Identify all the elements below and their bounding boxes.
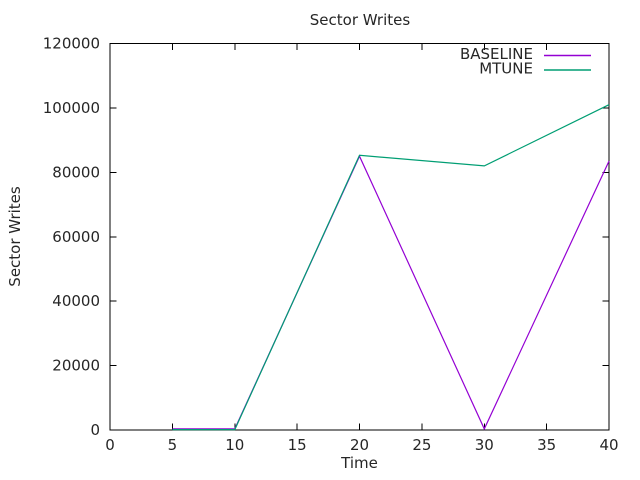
x-axis-label: Time bbox=[340, 454, 378, 472]
series-line-baseline bbox=[172, 154, 610, 431]
y-tick-label: 80000 bbox=[52, 163, 100, 181]
y-axis-label: Sector Writes bbox=[6, 186, 24, 287]
legend-label-mtune: MTUNE bbox=[479, 60, 533, 78]
axis-ticks: 0 5 10 15 20 25 30 35 40 0 20000 40000 60000 80000 100… bbox=[43, 35, 619, 455]
series-lines bbox=[172, 104, 610, 431]
series-line-mtune bbox=[172, 104, 610, 431]
y-tick-label: 120000 bbox=[43, 35, 100, 53]
x-tick-label: 25 bbox=[412, 436, 431, 454]
x-tick-label: 15 bbox=[288, 436, 307, 454]
y-tick-label: 40000 bbox=[52, 292, 100, 310]
x-tick-label: 40 bbox=[599, 436, 618, 454]
chart-title: Sector Writes bbox=[310, 11, 411, 29]
y-tick-label: 100000 bbox=[43, 99, 100, 117]
y-tick-label: 0 bbox=[90, 421, 100, 439]
x-tick-label: 5 bbox=[168, 436, 178, 454]
x-tick-label: 35 bbox=[537, 436, 556, 454]
plot-border bbox=[109, 43, 610, 431]
x-tick-label: 30 bbox=[475, 436, 494, 454]
legend-label-baseline: BASELINE bbox=[460, 45, 533, 63]
y-tick-label: 60000 bbox=[52, 228, 100, 246]
y-tick-label: 20000 bbox=[52, 357, 100, 375]
legend: BASELINE MTUNE bbox=[460, 45, 591, 78]
x-tick-label: 20 bbox=[350, 436, 369, 454]
x-tick-label: 0 bbox=[105, 436, 115, 454]
x-tick-label: 10 bbox=[225, 436, 244, 454]
